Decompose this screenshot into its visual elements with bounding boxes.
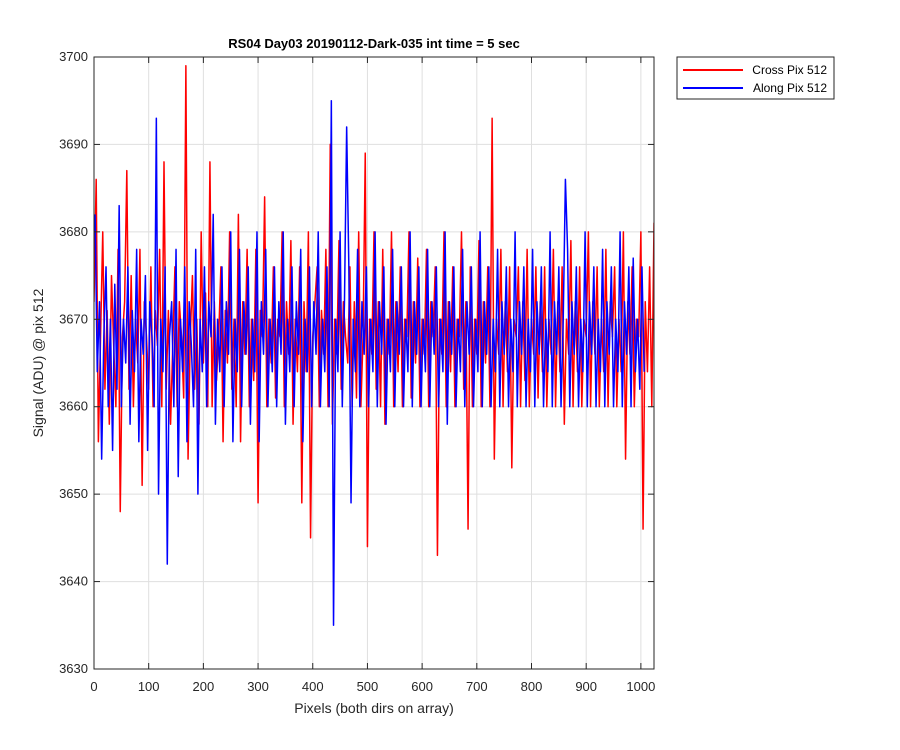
y-tick-label: 3700 — [59, 49, 88, 64]
x-tick-label: 800 — [521, 679, 543, 694]
y-tick-label: 3640 — [59, 574, 88, 589]
y-tick-label: 3690 — [59, 136, 88, 151]
x-tick-label: 200 — [193, 679, 215, 694]
series-layer — [94, 64, 654, 627]
legend: Cross Pix 512 Along Pix 512 — [676, 56, 835, 100]
x-tick-label: 600 — [411, 679, 433, 694]
x-tick-label: 1000 — [626, 679, 655, 694]
plot-frame — [93, 56, 655, 670]
x-tick-label: 0 — [90, 679, 97, 694]
y-tick-label: 3680 — [59, 224, 88, 239]
y-axis-label: Signal (ADU) @ pix 512 — [30, 288, 46, 437]
x-axis-label: Pixels (both dirs on array) — [294, 700, 454, 716]
tick-marks — [93, 56, 654, 670]
legend-label-cross: Cross Pix 512 — [752, 63, 827, 77]
chart-title: RS04 Day03 20190112-Dark-035 int time = … — [228, 36, 520, 51]
x-tick-label: 300 — [247, 679, 269, 694]
x-tick-label: 900 — [575, 679, 597, 694]
y-tick-label: 3630 — [59, 661, 88, 676]
x-tick-label: 400 — [302, 679, 324, 694]
y-tick-label: 3670 — [59, 311, 88, 326]
x-tick-label: 100 — [138, 679, 160, 694]
x-tick-label: 700 — [466, 679, 488, 694]
x-tick-label: 500 — [357, 679, 379, 694]
tick-labels: 0 100 200 300 400 500 600 700 800 900 1000 3630 3640… — [59, 49, 655, 694]
y-tick-label: 3650 — [59, 486, 88, 501]
legend-label-along: Along Pix 512 — [753, 81, 827, 95]
legend-box — [676, 56, 835, 100]
y-tick-label: 3660 — [59, 399, 88, 414]
series-line-along-pix-512 — [94, 99, 645, 627]
